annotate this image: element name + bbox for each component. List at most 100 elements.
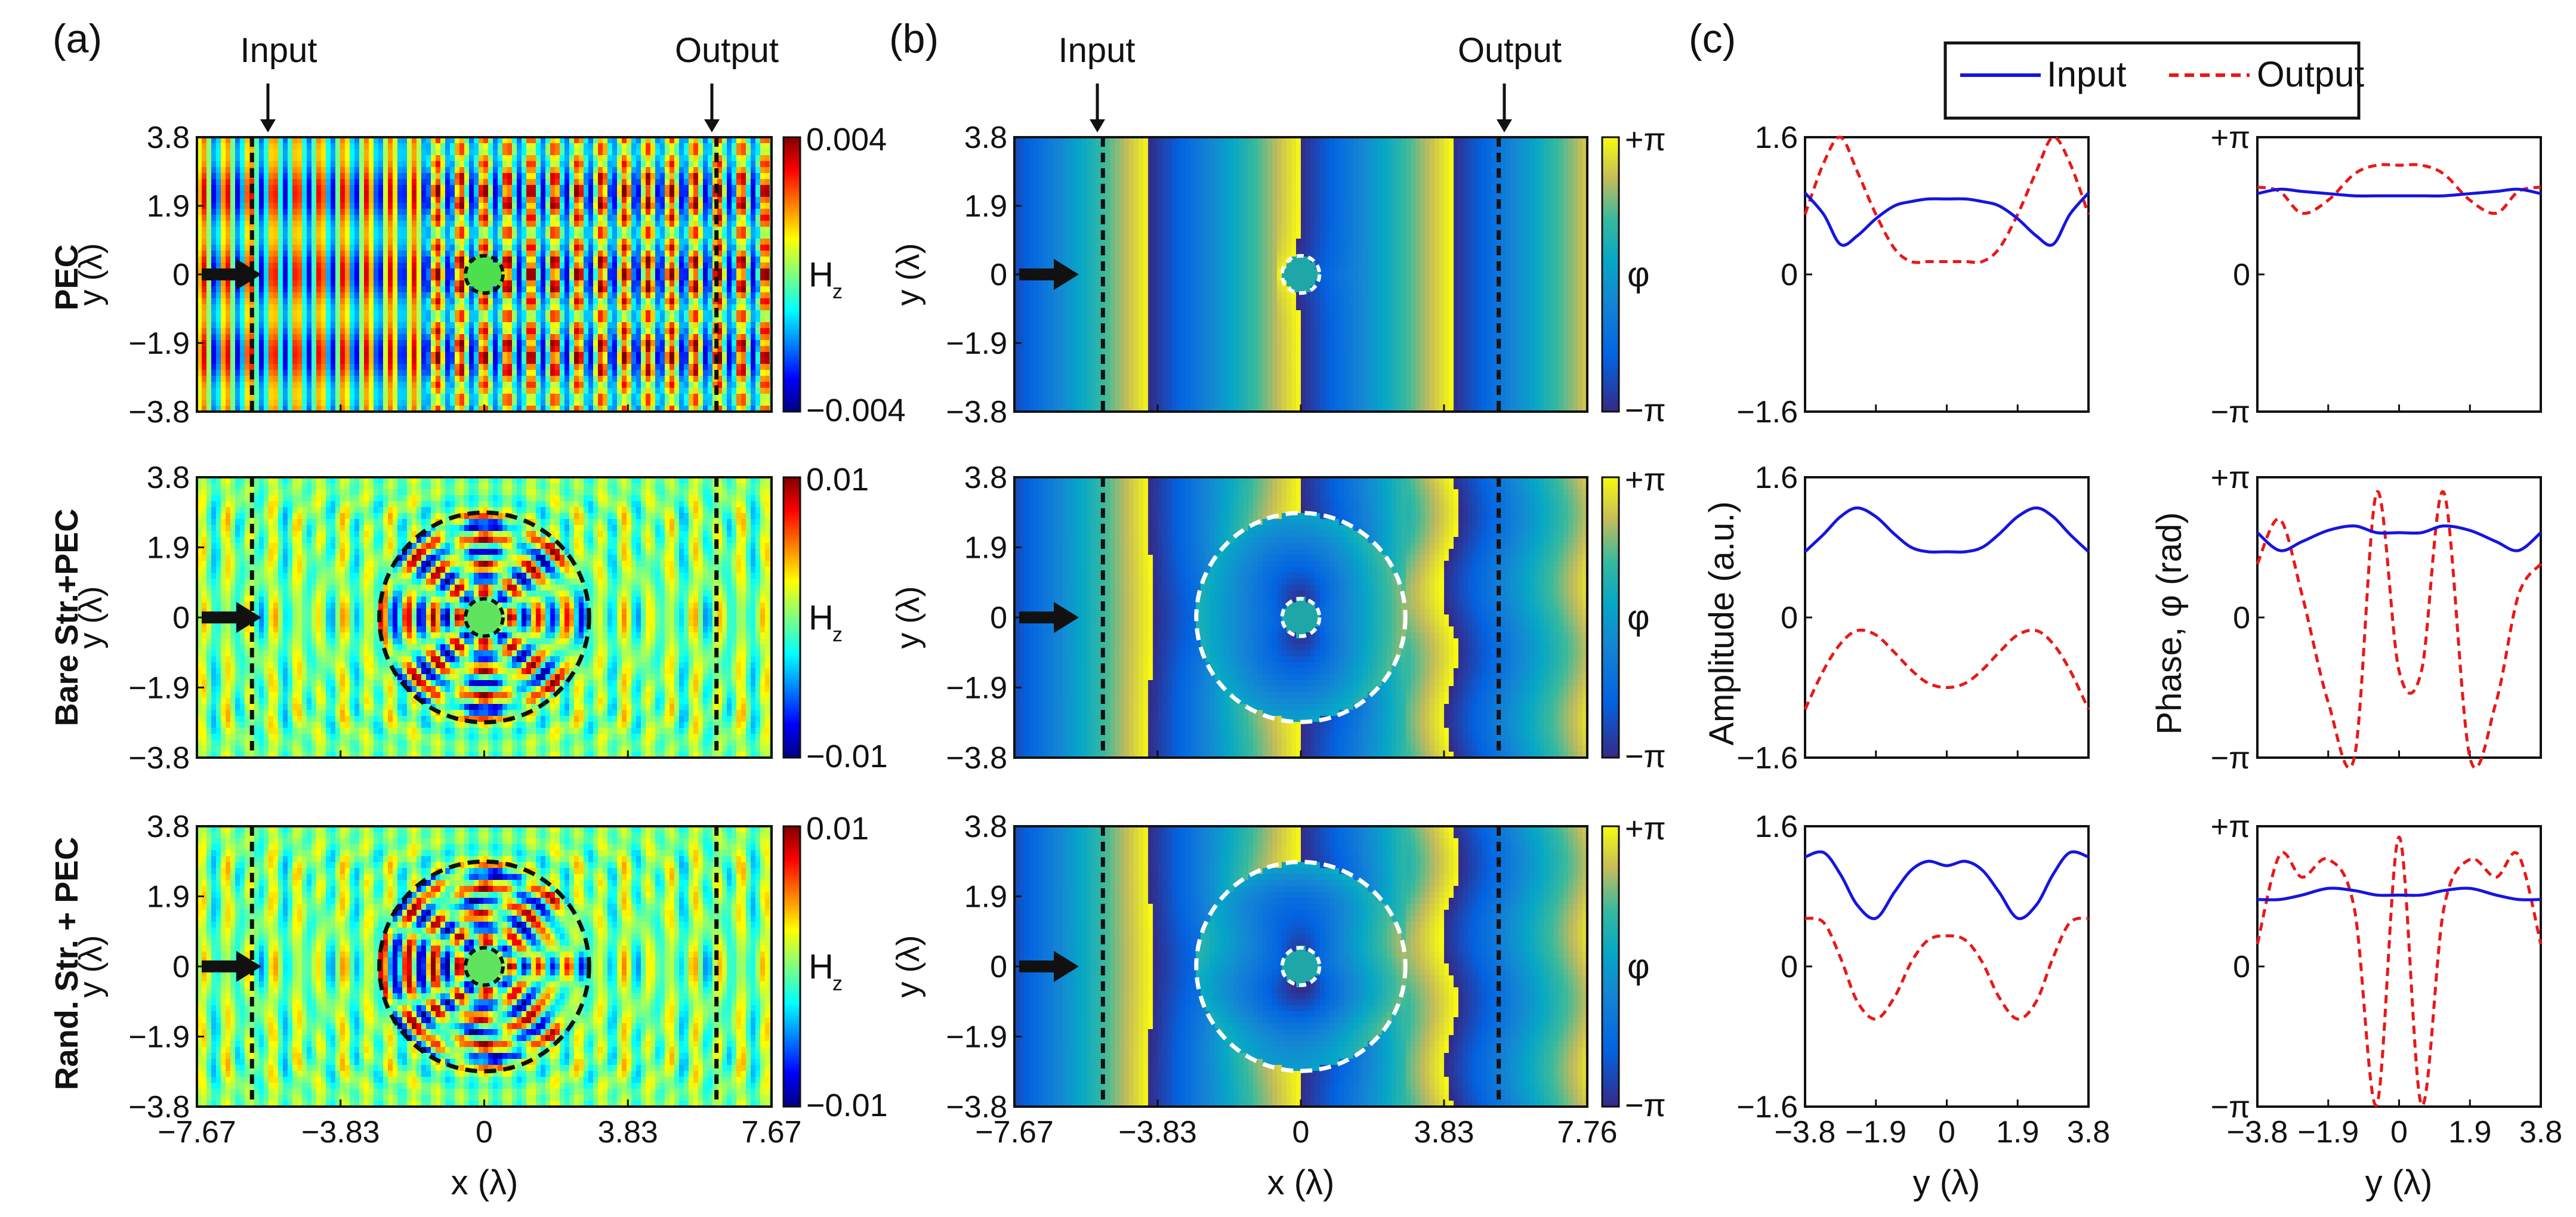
- map-cell: [536, 322, 541, 329]
- map-cell: [278, 143, 283, 150]
- map-cell: [216, 334, 221, 341]
- map-cell: [417, 245, 422, 251]
- map-cell: [288, 262, 293, 269]
- map-cell: [684, 280, 689, 287]
- map-cell: [755, 185, 761, 191]
- map-cell: [412, 286, 417, 293]
- map-cell: [684, 137, 689, 144]
- map-cell: [345, 262, 350, 269]
- map-cell: [397, 364, 403, 370]
- map-cell: [641, 352, 646, 359]
- map-cell: [665, 328, 670, 335]
- map-cell: [354, 274, 360, 281]
- map-cell: [230, 143, 236, 150]
- map-cell: [517, 328, 522, 335]
- map-cell: [660, 352, 665, 359]
- map-cell: [507, 334, 513, 341]
- map-cell: [440, 203, 446, 209]
- map-cell: [627, 328, 632, 335]
- map-cell: [674, 167, 680, 174]
- map-cell: [202, 173, 207, 180]
- map-cell: [197, 370, 202, 376]
- map-cell: [727, 251, 732, 257]
- map-cell: [206, 257, 212, 263]
- map-cell: [655, 221, 661, 227]
- map-cell: [512, 316, 517, 323]
- map-cell: [569, 209, 575, 215]
- map-cell: [660, 173, 665, 180]
- map-cell: [335, 286, 341, 293]
- map-cell: [436, 340, 441, 347]
- map-cell: [378, 274, 384, 281]
- map-cell: [746, 155, 751, 162]
- map-cell: [393, 233, 398, 239]
- map-cell: [631, 257, 637, 263]
- map-cell: [612, 167, 618, 174]
- map-cell: [302, 185, 307, 191]
- map-cell: [526, 227, 532, 233]
- map-cell: [278, 239, 283, 245]
- map-cell: [622, 149, 627, 156]
- map-cell: [326, 197, 331, 203]
- map-cell: [617, 179, 622, 186]
- map-cell: [378, 215, 384, 221]
- map-cell: [660, 185, 665, 191]
- map-cell: [550, 227, 556, 233]
- map-cell: [264, 251, 269, 257]
- map-cell: [245, 286, 250, 293]
- map-cell: [216, 215, 221, 221]
- map-cell: [402, 221, 408, 227]
- map-cell: [374, 149, 379, 156]
- map-cell: [421, 203, 427, 209]
- map-cell: [665, 364, 670, 370]
- map-cell: [655, 310, 661, 317]
- map-cell: [483, 322, 489, 329]
- map-cell: [593, 292, 599, 299]
- map-cell: [335, 227, 341, 233]
- map-cell: [226, 221, 231, 227]
- map-cell: [698, 292, 704, 299]
- map-cell: [321, 173, 326, 180]
- map-cell: [216, 286, 221, 293]
- map-cell: [264, 149, 269, 156]
- map-cell: [636, 268, 641, 275]
- map-cell: [407, 292, 412, 299]
- map-cell: [417, 167, 422, 174]
- map-cell: [407, 268, 412, 275]
- map-cell: [631, 203, 637, 209]
- map-cell: [412, 316, 417, 323]
- map-cell: [665, 262, 670, 269]
- map-cell: [679, 280, 684, 287]
- map-cell: [627, 262, 632, 269]
- map-cell: [331, 298, 336, 305]
- map-cell: [464, 322, 470, 329]
- map-cell: [388, 316, 393, 323]
- map-cell: [569, 203, 575, 209]
- map-cell: [350, 167, 355, 174]
- map-cell: [259, 346, 264, 353]
- map-cell: [579, 197, 584, 203]
- map-cell: [211, 376, 217, 382]
- map-cell: [407, 215, 412, 221]
- map-cell: [545, 304, 551, 311]
- map-cell: [378, 197, 384, 203]
- map-cell: [689, 143, 694, 150]
- map-cell: [526, 203, 532, 209]
- map-cell: [541, 233, 546, 239]
- map-cell: [221, 346, 226, 353]
- map-cell: [517, 370, 522, 376]
- map-cell: [584, 251, 589, 257]
- map-cell: [421, 239, 427, 245]
- map-cell: [264, 298, 269, 305]
- map-cell: [703, 161, 708, 168]
- map-cell: [593, 239, 599, 245]
- map-cell: [760, 364, 766, 370]
- map-cell: [417, 298, 422, 305]
- map-cell: [555, 179, 560, 186]
- map-cell: [436, 149, 441, 156]
- map-cell: [202, 185, 207, 191]
- map-cell: [479, 292, 484, 299]
- map-cell: [431, 209, 436, 215]
- map-cell: [369, 352, 374, 359]
- map-cell: [693, 328, 699, 335]
